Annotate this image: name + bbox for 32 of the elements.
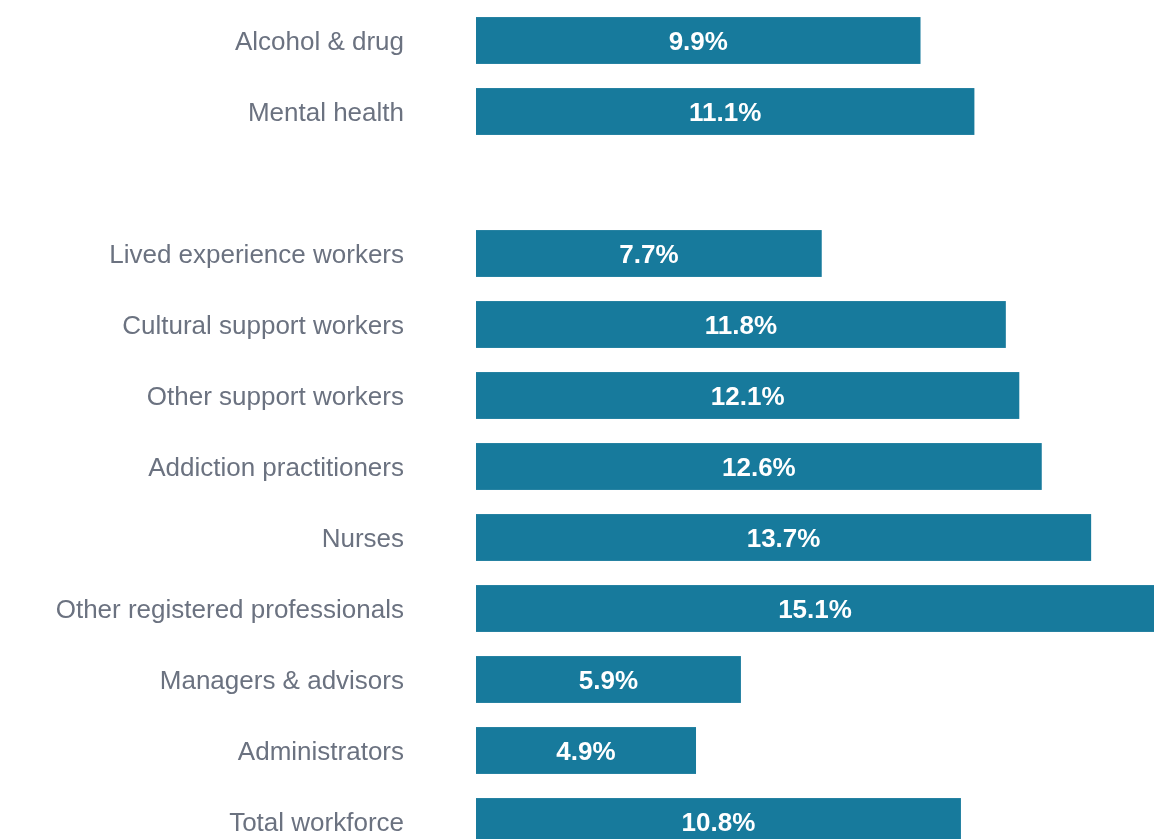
bar [476, 514, 1092, 561]
data-label: 12.6% [722, 451, 796, 482]
bar [476, 585, 1154, 632]
y-tick-label: Total workforce [229, 806, 404, 837]
y-tick-label: Alcohol & drug [234, 25, 404, 56]
data-label: 7.7% [619, 238, 679, 269]
bar [476, 301, 1006, 348]
data-label: 10.8% [681, 806, 756, 837]
data-label: 15.1% [778, 593, 852, 624]
bar [476, 443, 1042, 490]
y-tick-label: Addiction practitioners [148, 451, 404, 482]
data-label: 9.9% [668, 25, 728, 56]
data-label: 12.1% [710, 380, 785, 411]
bar [476, 17, 921, 64]
y-tick-label: Managers & advisors [159, 664, 404, 695]
y-tick-label: Nurses [321, 522, 404, 553]
data-label: 5.9% [578, 664, 639, 695]
bar [476, 656, 741, 703]
y-tick-label: Cultural support workers [122, 309, 404, 340]
bar [476, 230, 822, 277]
data-label: 4.9% [556, 735, 616, 766]
data-label: 11.8% [704, 309, 778, 340]
y-tick-label: Administrators [237, 735, 404, 766]
y-tick-label: Other registered professionals [55, 593, 404, 624]
bar [476, 372, 1020, 419]
y-tick-label: Other support workers [146, 380, 404, 411]
bar [476, 88, 975, 135]
data-label: 13.7% [746, 522, 821, 553]
bar [476, 727, 697, 774]
y-tick-label: Lived experience workers [109, 238, 404, 269]
y-tick-label: Mental health [247, 96, 404, 127]
data-label: 11.1% [689, 96, 762, 127]
